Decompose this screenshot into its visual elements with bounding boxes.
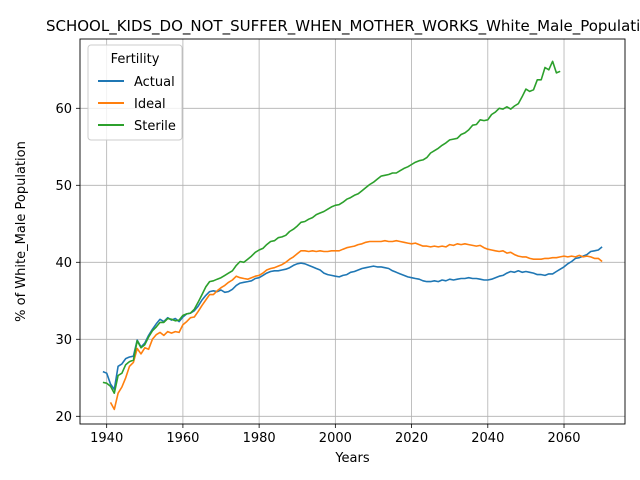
y-axis-label: % of White_Male Population — [14, 141, 29, 322]
legend-title: Fertility — [111, 52, 160, 67]
x-tick-label: 1960 — [166, 431, 199, 446]
legend: Fertility Actual Ideal Sterile — [87, 44, 183, 141]
legend-label-sterile: Sterile — [134, 119, 176, 134]
y-tick-label: 20 — [55, 410, 72, 425]
x-tick-label: 2060 — [547, 431, 580, 446]
plot-frame — [79, 38, 626, 425]
y-tick-label: 30 — [55, 333, 72, 348]
x-tick-label: 1980 — [243, 431, 276, 446]
axis-ticks: 1940 1960 1980 2000 2020 2040 2060 20 30 40 50 60 — [55, 102, 580, 446]
x-tick-label: 1940 — [90, 431, 123, 446]
x-tick-label: 2040 — [471, 431, 504, 446]
chart-title: SCHOOL_KIDS_DO_NOT_SUFFER_WHEN_MOTHER_WO… — [46, 17, 640, 36]
legend-box — [87, 44, 183, 141]
series-lines — [102, 60, 603, 411]
legend-label-actual: Actual — [134, 75, 175, 90]
y-tick-label: 50 — [55, 179, 72, 194]
x-axis-label: Years — [334, 451, 370, 466]
x-tick-label: 2020 — [395, 431, 428, 446]
y-tick-label: 60 — [55, 102, 72, 117]
x-tick-label: 2000 — [319, 431, 352, 446]
grid — [80, 39, 625, 424]
series-line-sterile — [102, 60, 561, 394]
y-tick-label: 40 — [55, 256, 72, 271]
legend-label-ideal: Ideal — [134, 97, 166, 112]
series-line-ideal — [109, 239, 603, 411]
